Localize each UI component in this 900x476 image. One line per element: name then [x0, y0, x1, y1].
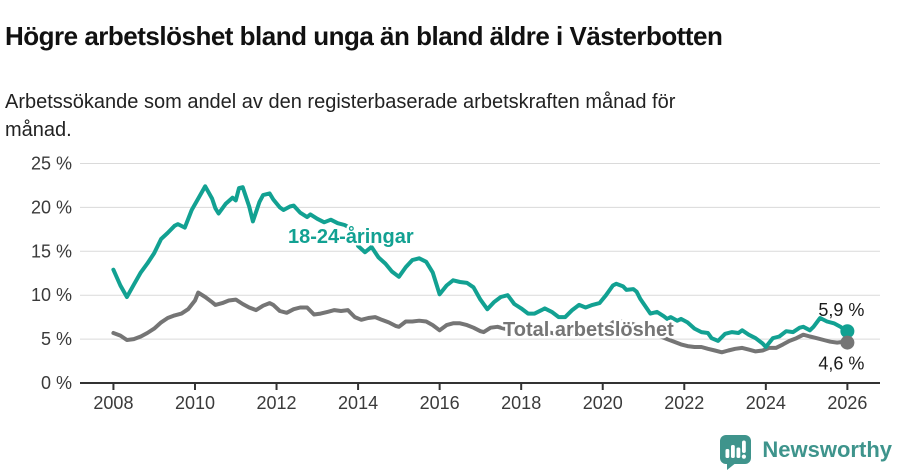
series-end-dot-youth: [840, 324, 855, 339]
y-axis-tick-label: 15 %: [31, 241, 72, 261]
chart-title: Högre arbetslöshet bland unga än bland ä…: [5, 21, 723, 52]
series-label-total: Total arbetslöshet: [503, 319, 674, 341]
newsworthy-logo-icon: [719, 434, 753, 471]
series-label-youth: 18-24-åringar: [288, 225, 414, 248]
x-axis-tick-label: 2014: [338, 393, 378, 413]
x-axis-tick-label: 2018: [501, 393, 541, 413]
series-end-label-youth: 5,9 %: [818, 300, 864, 320]
chart-subtitle: Arbetssökande som andel av den registerb…: [5, 91, 676, 141]
x-axis-tick-label: 2026: [827, 393, 867, 413]
x-axis-tick-label: 2012: [257, 393, 297, 413]
y-axis-tick-label: 5 %: [41, 329, 72, 349]
x-axis-tick-label: 2024: [746, 393, 786, 413]
x-axis-tick-label: 2022: [664, 393, 704, 413]
series-end-dot-total: [840, 335, 855, 350]
y-axis-tick-label: 20 %: [31, 197, 72, 217]
y-axis-tick-label: 0 %: [41, 373, 72, 393]
brand-name: Newsworthy: [762, 436, 892, 462]
y-axis-tick-label: 10 %: [31, 285, 72, 305]
series-end-label-total: 4,6 %: [818, 354, 864, 374]
series-line-youth: [111, 184, 850, 349]
x-axis-tick-label: 2008: [93, 393, 133, 413]
x-axis-tick-label: 2020: [583, 393, 623, 413]
y-axis-tick-label: 25 %: [31, 154, 72, 174]
x-axis-tick-label: 2016: [420, 393, 460, 413]
brand-footer[interactable]: Newsworthy: [719, 434, 892, 471]
x-axis-tick-label: 2010: [175, 393, 215, 413]
series-line-total: [111, 290, 850, 355]
